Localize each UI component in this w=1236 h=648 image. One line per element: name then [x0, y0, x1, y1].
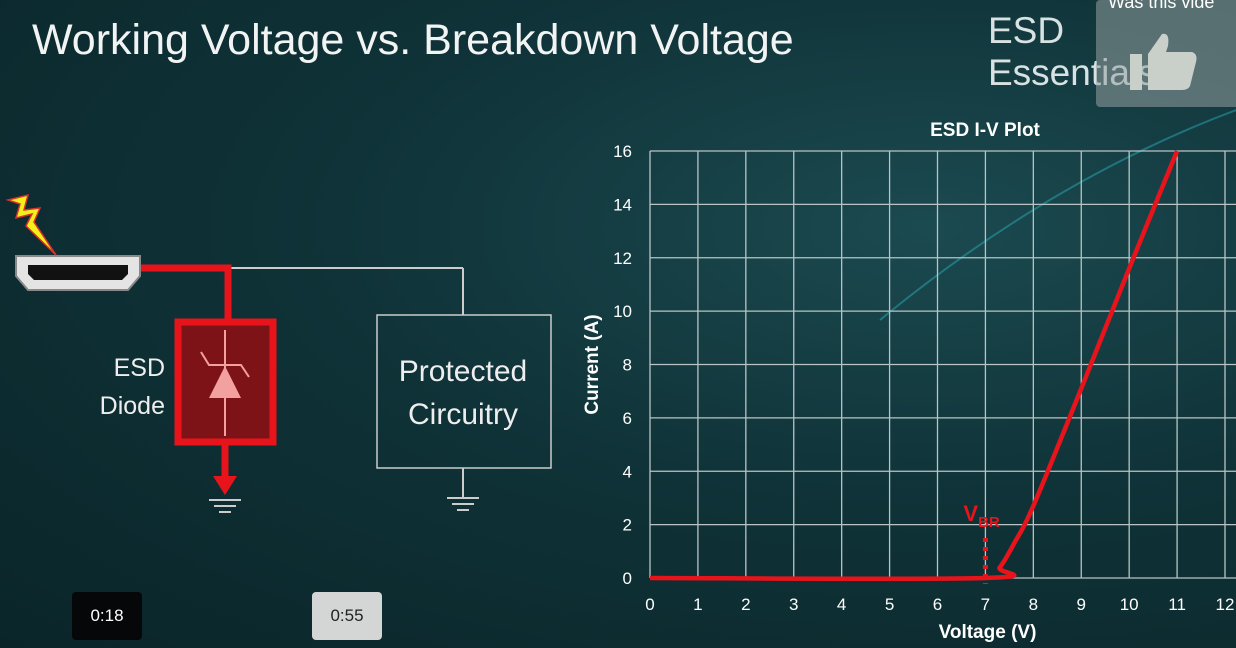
y-axis-label: Current (A): [582, 314, 603, 414]
iv-curve: [649, 150, 1180, 582]
circuit-diagram: Protected Circuitry ESD Diode: [5, 193, 552, 513]
x-tick-label: 12: [1216, 595, 1235, 614]
esd-diode-label-1: ESD: [114, 354, 165, 382]
feedback-question: Was this vide: [1108, 0, 1215, 12]
y-tick-label: 12: [613, 249, 632, 268]
x-tick-label: 5: [885, 595, 894, 614]
esd-path-wire: [140, 264, 232, 322]
current-time-badge[interactable]: 0:18: [72, 592, 142, 640]
decorative-swoosh: [879, 109, 1236, 321]
y-tick-label: 10: [613, 302, 632, 321]
y-tick-label: 6: [623, 409, 632, 428]
y-tick-label: 16: [613, 142, 632, 161]
x-tick-label: 10: [1120, 595, 1139, 614]
x-tick-label: 0: [645, 595, 654, 614]
x-tick-label: 1: [693, 595, 702, 614]
y-tick-label: 14: [613, 195, 632, 214]
ground-icon: [447, 497, 479, 511]
feedback-prompt[interactable]: Was this vide: [1096, 0, 1236, 107]
y-tick-label: 2: [623, 516, 632, 535]
x-tick-label: 7: [981, 595, 990, 614]
x-tick-label: 4: [837, 595, 846, 614]
ground-icon: [209, 499, 241, 513]
y-tick-label: 8: [623, 356, 632, 375]
y-tick-label: 4: [623, 462, 632, 481]
current-arrow: [213, 476, 237, 495]
protected-label-1: Protected: [399, 355, 527, 388]
x-tick-label: 8: [1029, 595, 1038, 614]
x-tick-label: 9: [1077, 595, 1086, 614]
x-axis-label: Voltage (V): [939, 622, 1037, 643]
x-tick-label: 11: [1168, 595, 1186, 614]
chart-title: ESD I-V Plot: [930, 120, 1040, 141]
protected-label-2: Circuitry: [408, 398, 518, 431]
x-tick-label: 6: [933, 595, 942, 614]
tvs-diode-icon: [200, 330, 250, 436]
protected-circuitry-box: [376, 314, 552, 469]
slide-title: Working Voltage vs. Breakdown Voltage: [32, 16, 794, 64]
y-tick-label: 0: [623, 569, 632, 588]
x-tick-label: 3: [789, 595, 798, 614]
thumbs-up-icon[interactable]: [1126, 30, 1206, 94]
vbr-annotation-label: VBR: [963, 501, 1000, 531]
hdmi-port-icon: [15, 255, 141, 291]
esd-diode-label-2: Diode: [100, 392, 165, 420]
duration-badge[interactable]: 0:55: [312, 592, 382, 640]
lightning-icon: [5, 193, 57, 256]
x-tick-label: 2: [741, 595, 750, 614]
